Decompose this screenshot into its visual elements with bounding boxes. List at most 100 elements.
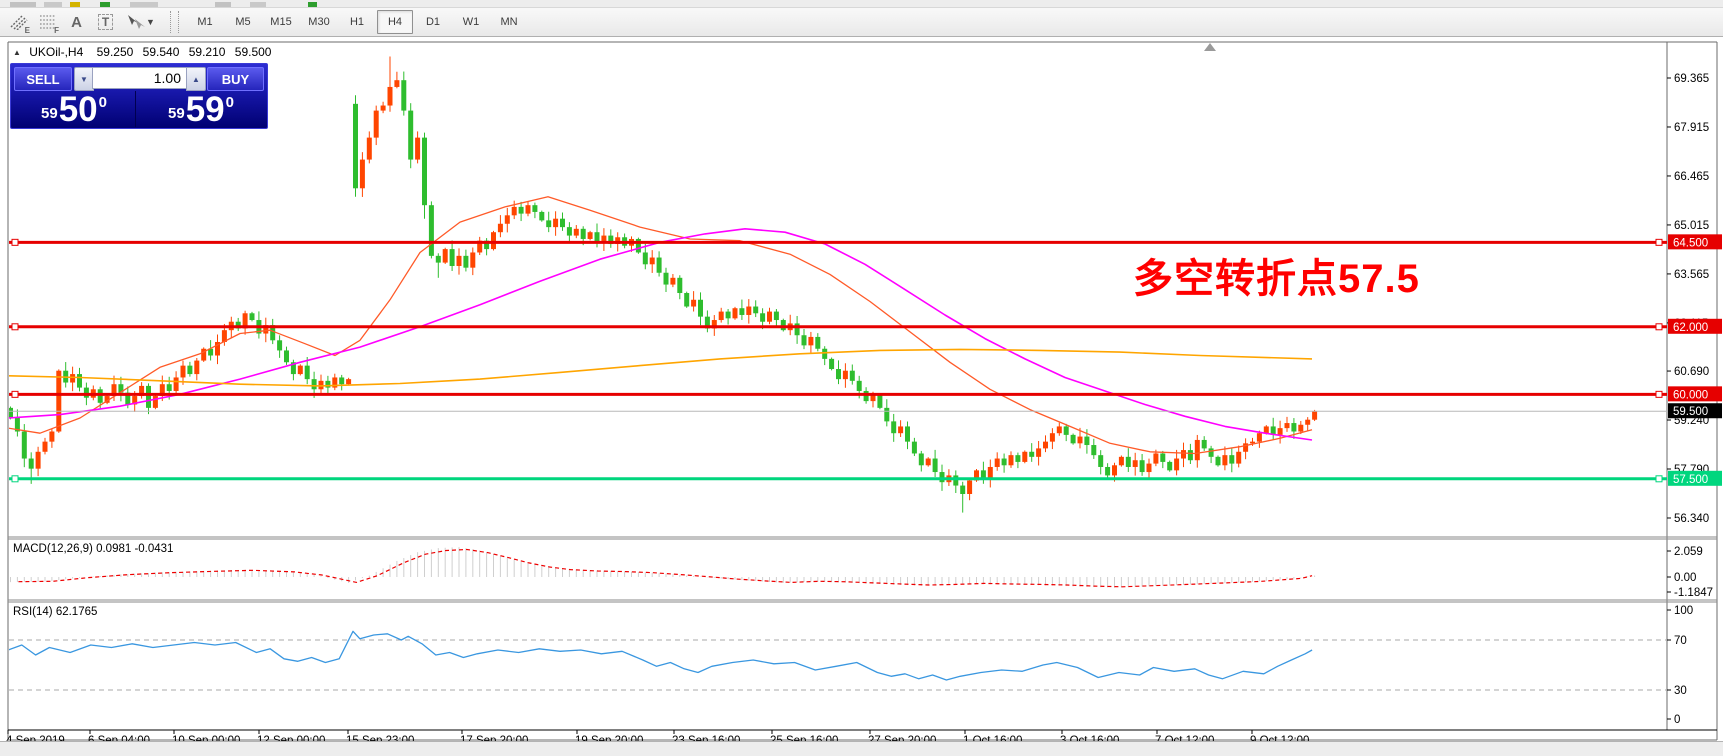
candle (918, 450, 924, 472)
candle (1243, 438, 1249, 460)
candle (980, 461, 986, 484)
candle (815, 333, 821, 352)
rsi-tick-label: 0 (1674, 714, 1680, 726)
clipped-icon (308, 2, 317, 7)
candle (470, 247, 476, 276)
candle (656, 251, 662, 277)
candle (1298, 420, 1304, 435)
period-button-d1[interactable]: D1 (425, 16, 441, 28)
equidistant-channel-icon[interactable]: E (4, 9, 33, 36)
hline-handle[interactable] (11, 323, 19, 331)
candle (401, 71, 407, 116)
period-button-h4[interactable]: H4 (377, 10, 413, 34)
candle (587, 230, 593, 241)
price-tick-label: 65.015 (1674, 220, 1709, 232)
hline-handle[interactable] (11, 238, 19, 246)
price-tick-label: 67.915 (1674, 122, 1709, 134)
candle (849, 364, 855, 385)
candle (497, 215, 503, 238)
candle (842, 363, 848, 388)
price-tag-62.000: 62.000 (1668, 318, 1722, 334)
macd-tick-label: 0.00 (1674, 572, 1696, 584)
candle (1132, 452, 1138, 476)
candle (152, 394, 158, 410)
text-label-icon[interactable]: T (91, 9, 120, 36)
collapse-panel-icon[interactable]: ▲ (13, 48, 21, 57)
clipped-icon (130, 2, 158, 7)
price-tag-60.000: 60.000 (1668, 386, 1722, 402)
candle (525, 201, 531, 217)
candle (463, 249, 469, 272)
candle (56, 369, 62, 433)
candle (967, 477, 973, 501)
volume-input[interactable] (92, 67, 187, 89)
candle (1049, 428, 1055, 450)
hline-handle[interactable] (11, 390, 19, 398)
candle (822, 346, 828, 366)
period-button-mn[interactable]: MN (500, 16, 518, 28)
candle (787, 314, 793, 336)
fibonacci-icon[interactable]: F (33, 9, 62, 36)
macd-label: MACD(12,26,9) 0.0981 -0.0431 (13, 543, 174, 555)
candle (511, 200, 517, 220)
candle (1015, 452, 1021, 469)
macd-tick-label: -1.1847 (1674, 587, 1713, 599)
candle (1008, 451, 1014, 468)
period-button-m5[interactable]: M5 (235, 16, 251, 28)
candle (905, 421, 910, 450)
candle (415, 131, 421, 164)
sell-price[interactable]: 59 50 0 (13, 91, 136, 127)
candle (359, 152, 365, 197)
ma-mid (9, 228, 1313, 441)
period-button-m30[interactable]: M30 (308, 16, 330, 28)
period-button-m1[interactable]: M1 (197, 16, 213, 28)
hline-handle[interactable] (1655, 323, 1663, 331)
candle (380, 101, 386, 114)
candle (608, 229, 614, 248)
hline-handle[interactable] (1655, 238, 1663, 246)
price-tick-label: 56.340 (1674, 513, 1709, 525)
candle (1160, 450, 1166, 469)
candle (1125, 448, 1131, 472)
arrow-tools-icon[interactable]: ▼ (120, 9, 160, 36)
candle (829, 357, 835, 371)
volume-increase-button[interactable]: ▲ (186, 67, 206, 91)
ma-fast (9, 196, 1313, 455)
buy-price-sup: 0 (225, 94, 234, 111)
period-button-m15[interactable]: M15 (270, 16, 292, 28)
text-icon[interactable]: A (71, 13, 82, 31)
candle (277, 335, 283, 358)
candle (332, 373, 338, 391)
candle (70, 366, 76, 392)
price-tag-59.500: 59.500 (1668, 403, 1722, 419)
price-axis[interactable]: 69.36567.91566.46565.01563.56562.11560.6… (1667, 73, 1722, 525)
period-button-h1[interactable]: H1 (349, 16, 365, 28)
candle (284, 346, 289, 365)
period-button-w1[interactable]: W1 (462, 16, 480, 28)
volume-decrease-button[interactable]: ▼ (74, 67, 94, 91)
level-lines[interactable] (9, 238, 1667, 483)
sell-price-big: 50 (58, 90, 98, 129)
svg-text:60.000: 60.000 (1673, 389, 1708, 401)
candle (987, 459, 993, 488)
buy-button[interactable]: BUY (207, 67, 264, 91)
rsi-tick-label: 70 (1674, 635, 1687, 647)
hline-handle[interactable] (1655, 475, 1663, 483)
period-buttons: M1 M5 M15 M30 H1 H4 D1 W1 MN (186, 10, 528, 34)
hline-handle[interactable] (1655, 390, 1663, 398)
candle (63, 362, 69, 388)
candle (49, 428, 55, 448)
candle (1118, 455, 1124, 467)
sell-button[interactable]: SELL (14, 67, 72, 91)
hline-handle[interactable] (11, 475, 19, 483)
candle (1105, 463, 1111, 478)
candle (801, 329, 807, 350)
svg-text:62.000: 62.000 (1673, 322, 1708, 334)
candle (435, 253, 441, 278)
candle (1036, 440, 1042, 466)
candle (1305, 417, 1311, 431)
buy-price[interactable]: 59 59 0 (139, 91, 263, 127)
shift-marker-icon (1204, 43, 1216, 51)
candle (387, 56, 393, 112)
candle (118, 376, 124, 402)
